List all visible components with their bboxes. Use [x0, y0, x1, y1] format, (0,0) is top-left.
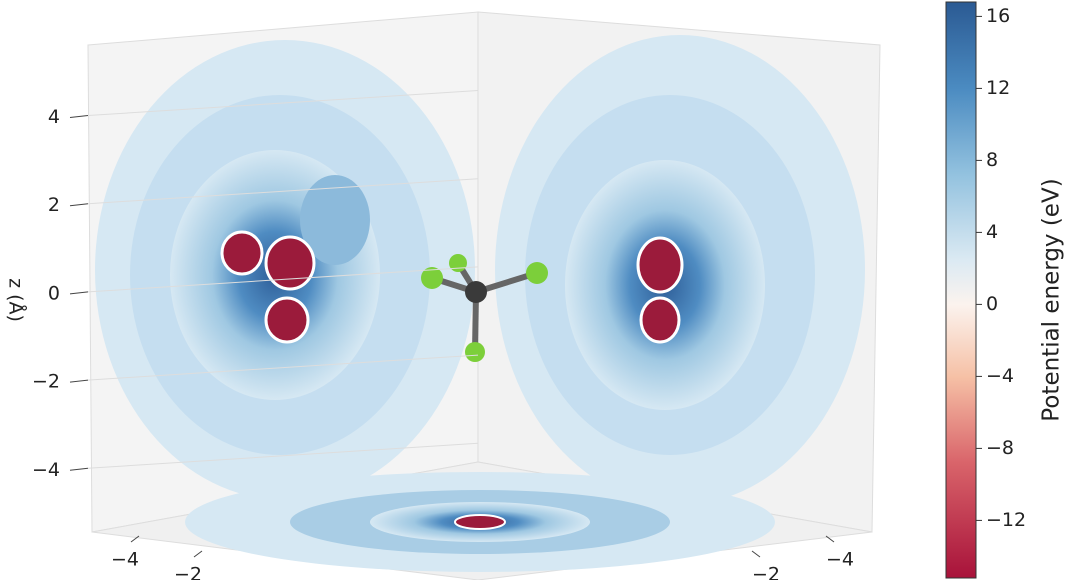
x-tick [193, 550, 203, 558]
colorbar-tick-label: −12 [986, 509, 1026, 531]
z-axis-label: z (Å) [5, 278, 28, 322]
colorbar-tick-label: 0 [986, 293, 998, 315]
z-tick [69, 115, 89, 119]
colorbar-tick-label: 8 [986, 149, 998, 171]
grid-line [87, 354, 479, 381]
x-tick [130, 535, 140, 543]
z-tick [69, 379, 89, 383]
colorbar-label: Potential energy (eV) [1039, 178, 1065, 421]
z-tick [69, 291, 89, 295]
colorbar-tick-label: 16 [986, 5, 1010, 27]
y-tick-label: −2 [752, 564, 780, 580]
z-tick-label: 0 [48, 282, 60, 304]
z-tick [69, 203, 89, 207]
molecule [421, 254, 548, 362]
colorbar [945, 1, 977, 579]
z-tick [69, 467, 89, 471]
colorbar-tick-label: 12 [986, 77, 1010, 99]
grid-line [87, 178, 479, 205]
x-tick-label: −4 [111, 549, 139, 571]
x-tick-label: −2 [174, 564, 202, 580]
z-tick-label: 4 [48, 106, 60, 128]
contour-right [495, 35, 865, 505]
grid-line [87, 442, 479, 469]
z-tick-label: 2 [48, 194, 60, 216]
z-tick-label: −2 [32, 371, 60, 393]
colorbar-tick-label: 4 [986, 221, 998, 243]
colorbar-tick-label: −8 [986, 437, 1014, 459]
contour-floor [185, 472, 775, 572]
y-tick [751, 550, 761, 558]
grid-line [87, 90, 479, 117]
y-tick [825, 535, 835, 543]
grid-line [87, 266, 479, 293]
colorbar-tick-label: −4 [986, 365, 1014, 387]
z-tick-label: −4 [32, 459, 60, 481]
contour-left [95, 40, 475, 500]
y-tick-label: −4 [826, 549, 854, 571]
